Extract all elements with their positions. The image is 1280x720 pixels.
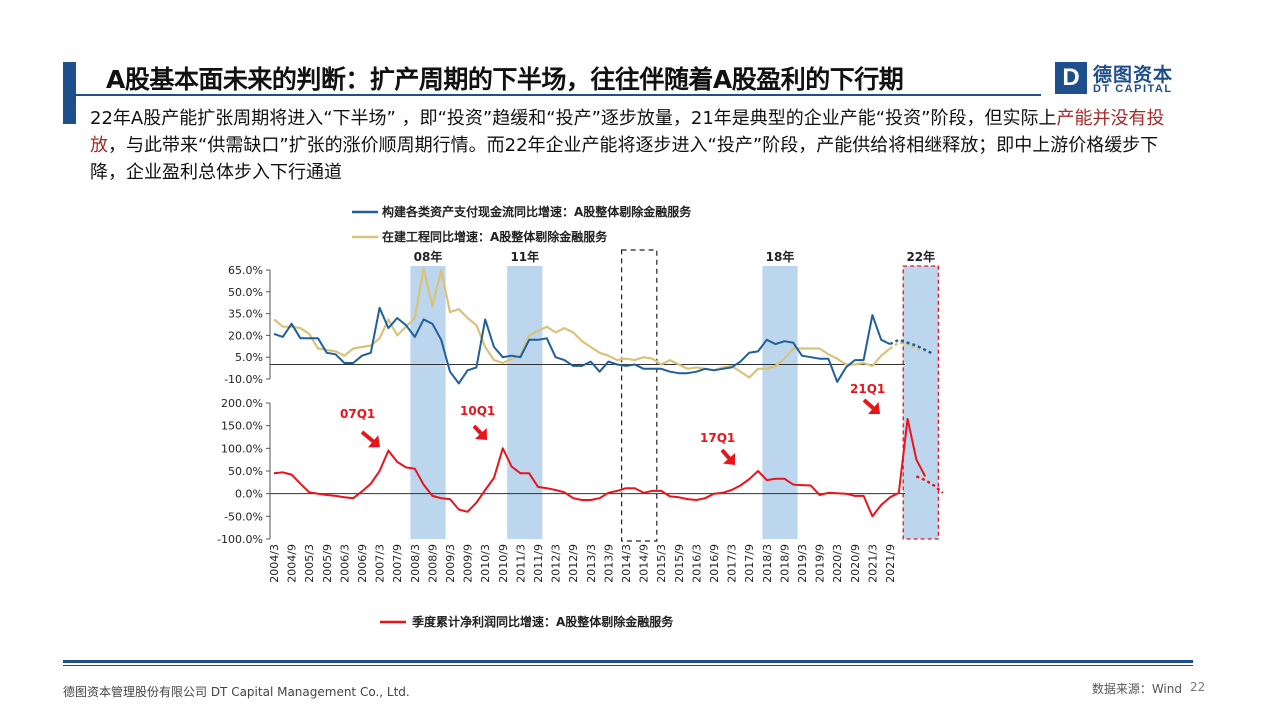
title-underline (76, 94, 1041, 96)
x-tick-label: 2005/9 (321, 544, 334, 583)
band-3 (762, 266, 798, 539)
x-tick-label: 2008/9 (426, 544, 439, 583)
x-tick-label: 2018/9 (778, 544, 791, 583)
x-tick-label: 2017/3 (726, 544, 739, 583)
bottom-y-tick-label: 200.0% (221, 397, 263, 410)
x-tick-label: 2013/3 (585, 544, 598, 583)
top-y-tick-label: 5.0% (235, 351, 263, 364)
x-tick-label: 2016/9 (708, 544, 721, 583)
band-label-1: 11年 (510, 249, 539, 264)
x-tick-label: 2012/3 (550, 544, 563, 583)
band-label-4: 22年 (906, 249, 935, 264)
body-text-part2: ，与此带来“供需缺口”扩张的涨价顺周期行情。而22年企业产能将逐步进入“投产”阶… (90, 135, 1159, 183)
band-1 (507, 266, 543, 539)
bottom-y-tick-label: -50.0% (224, 510, 263, 523)
annotation-label: 21Q1 (850, 382, 885, 396)
x-tick-label: 2004/9 (286, 544, 299, 583)
top-y-tick-label: 35.0% (228, 308, 263, 321)
x-tick-label: 2009/3 (444, 544, 457, 583)
x-tick-label: 2018/3 (761, 544, 774, 583)
body-text-part1: 22年A股产能扩张周期将进入“下半场” ，即“投资”趋缓和“投产”逐步放量，21… (90, 108, 1057, 129)
body-highlight: 产能并没有投放 (90, 108, 1165, 156)
x-tick-label: 2021/9 (884, 544, 897, 583)
annotation-arrow (472, 424, 488, 441)
x-tick-label: 2017/9 (743, 544, 756, 583)
series-capex-forecast (889, 338, 935, 356)
annotation-label: 10Q1 (460, 404, 495, 418)
legend-label-capex: 构建各类资产支付现金流同比增速：A股整体剔除金融服务 (382, 204, 692, 219)
series-net-profit (273, 417, 927, 518)
series-net-profit-forecast (915, 475, 944, 494)
footer-company: 德图资本管理股份有限公司 DT Capital Management Co., … (63, 685, 410, 699)
x-tick-label: 2015/3 (655, 544, 668, 583)
x-tick-label: 2020/3 (831, 544, 844, 583)
bottom-y-tick-label: 100.0% (221, 442, 263, 455)
x-tick-label: 2007/3 (374, 544, 387, 583)
x-tick-label: 2004/3 (268, 544, 281, 583)
band-4 (902, 265, 940, 540)
x-tick-label: 2014/3 (620, 544, 633, 583)
title-accent-bar (63, 62, 76, 124)
x-tick-label: 2016/3 (690, 544, 703, 583)
x-tick-label: 2009/9 (462, 544, 475, 583)
x-tick-label: 2019/3 (796, 544, 809, 583)
page-number: 22 (1190, 680, 1206, 694)
footer-divider (63, 660, 1193, 663)
bottom-y-tick-label: 0.0% (235, 488, 263, 501)
top-y-tick-label: -10.0% (224, 373, 263, 386)
annotation-arrow (720, 448, 736, 465)
band-2 (620, 249, 658, 542)
company-logo: D 德图资本 DT CAPITAL (1055, 62, 1185, 98)
x-tick-label: 2020/9 (849, 544, 862, 583)
x-tick-label: 2019/9 (814, 544, 827, 583)
x-tick-label: 2014/9 (638, 544, 651, 583)
top-y-tick-label: 20.0% (228, 329, 263, 342)
page-title: A股基本面未来的判断：扩产周期的下半场，往往伴随着A股盈利的下行期 (106, 65, 904, 94)
logo-chinese-name: 德图资本 (1093, 64, 1174, 86)
series-construction-in-progress (273, 267, 891, 379)
annotation-arrow (862, 398, 881, 415)
x-tick-label: 2007/9 (391, 544, 404, 583)
annotation-label: 17Q1 (700, 431, 735, 445)
band-label-0: 08年 (414, 249, 443, 264)
footer-divider-thin (63, 665, 1193, 666)
x-tick-label: 2012/9 (567, 544, 580, 583)
annotation-label: 07Q1 (340, 407, 375, 421)
top-y-tick-label: 50.0% (228, 286, 263, 299)
x-tick-label: 2010/9 (497, 544, 510, 583)
x-tick-label: 2006/3 (338, 544, 351, 583)
logo-english-name: DT CAPITAL (1093, 83, 1173, 95)
series-construction-forecast (889, 341, 935, 356)
top-y-tick-label: 65.0% (228, 264, 263, 277)
data-source: 数据来源：Wind (1091, 682, 1182, 696)
x-tick-label: 2011/9 (532, 544, 545, 583)
annotation-arrow (360, 430, 380, 448)
x-tick-label: 2010/3 (479, 544, 492, 583)
legend-label-profit: 季度累计净利润同比增速：A股整体剔除金融服务 (411, 614, 674, 629)
bottom-y-tick-label: 150.0% (221, 420, 263, 433)
logo-mark: D (1055, 62, 1087, 94)
band-label-3: 18年 (766, 249, 795, 264)
bottom-y-tick-label: 50.0% (228, 465, 263, 478)
x-tick-label: 2005/3 (303, 544, 316, 583)
x-tick-label: 2013/9 (602, 544, 615, 583)
series-capex-cashflow (273, 306, 891, 385)
x-tick-label: 2008/3 (409, 544, 422, 583)
x-tick-label: 2021/3 (866, 544, 879, 583)
x-tick-label: 2006/9 (356, 544, 369, 583)
x-tick-label: 2015/9 (673, 544, 686, 583)
bottom-y-tick-label: -100.0% (217, 533, 263, 546)
body-paragraph: 22年A股产能扩张周期将进入“下半场” ，即“投资”趋缓和“投产”逐步放量，21… (90, 105, 1190, 186)
legend-label-construction: 在建工程同比增速：A股整体剔除金融服务 (382, 229, 608, 244)
x-tick-label: 2011/3 (514, 544, 527, 583)
